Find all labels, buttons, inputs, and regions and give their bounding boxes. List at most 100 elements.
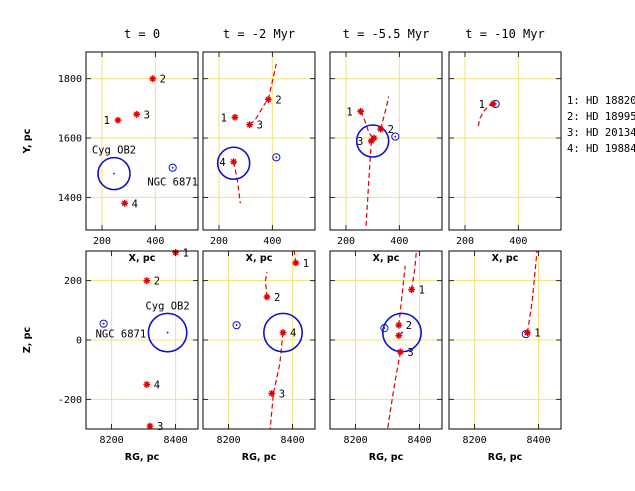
star-label: 1 (183, 247, 189, 259)
ngc-circle (232, 321, 241, 330)
ngc-center-dot (383, 327, 386, 330)
x-axis-label: RG, pc (125, 452, 159, 463)
y-tick-label: 1400 (58, 193, 82, 204)
star-marker (114, 116, 122, 124)
ngc-center-dot (235, 324, 238, 327)
star-label: 3 (279, 388, 285, 400)
star-marker (357, 107, 365, 115)
star-label: 3 (357, 136, 363, 148)
trajectory-track (387, 351, 401, 430)
star-marker (268, 390, 276, 397)
trajectory-track (411, 250, 417, 290)
x-tick-label: 200 (337, 236, 355, 247)
star-label: 2 (154, 276, 160, 288)
x-tick-label: 8400 (281, 435, 305, 446)
trajectory-track (267, 63, 277, 100)
star-marker (524, 329, 531, 336)
ngc-circle (168, 163, 177, 172)
panel-frame (202, 51, 316, 231)
x-axis-label: RG, pc (488, 452, 522, 463)
panel-2-4: 1 8200 8400 RG, pc (448, 250, 562, 463)
x-axis-label: RG, pc (369, 452, 403, 463)
panel-title: t = -5.5 Myr (343, 27, 430, 41)
panel-title: t = -2 Myr (223, 27, 295, 41)
trajectory-track (264, 271, 268, 298)
panel-frame (329, 51, 443, 231)
cluster-center-dot (113, 172, 115, 175)
panel-1-1: Cyg OB2 NGC 6871 1 2 3 4 200 400 1400 1600 1800 X, … (58, 51, 199, 264)
panel-title: t = -10 Myr (465, 27, 544, 41)
star-label: 2 (160, 74, 166, 86)
star-label: 3 (257, 120, 263, 132)
star-marker (263, 293, 271, 301)
cluster-circle (97, 156, 131, 191)
star-marker (121, 199, 129, 207)
x-tick-label: 8400 (527, 435, 551, 446)
ngc-circle (99, 319, 108, 328)
ngc-label: NGC 6871 (96, 329, 147, 341)
star-marker (395, 321, 403, 329)
legend-entry: 3: HD 20134 (567, 127, 635, 139)
star-label: 1 (346, 106, 352, 118)
star-marker (489, 100, 497, 108)
panel-1-4: 1 200 400 X, pc (448, 51, 562, 264)
x-tick-label: 8200 (463, 435, 487, 446)
ngc-center-dot (171, 166, 174, 169)
ngc-circle (391, 132, 400, 141)
x-axis-label: X, pc (492, 253, 519, 264)
x-tick-label: 200 (93, 236, 111, 247)
cluster-label: Cyg OB2 (145, 300, 189, 312)
y-tick-label: 1800 (58, 74, 82, 85)
ngc-center-dot (275, 156, 278, 159)
y-tick-label: 1600 (58, 134, 82, 145)
panel-frame (85, 51, 199, 231)
star-label: 3 (407, 347, 413, 359)
star-label: 1 (534, 328, 540, 340)
x-axis-label: X, pc (246, 253, 273, 264)
star-marker (292, 259, 300, 267)
x-tick-label: 400 (509, 236, 527, 247)
panel-2-3: 1 2 3 8200 8400 RG, pc (329, 250, 443, 463)
ngc-circle (380, 324, 389, 333)
star-marker (367, 137, 375, 145)
cluster-label: Cyg OB2 (92, 145, 136, 157)
trajectory-track (269, 332, 284, 430)
y-axis-label: Z, pc (22, 327, 33, 353)
star-label: 1 (221, 112, 227, 124)
star-label: 2 (406, 320, 412, 332)
legend-entry: 2: HD 18995 (567, 111, 635, 123)
y-tick-label: -200 (58, 395, 82, 406)
star-label: 4 (154, 380, 160, 392)
ngc-label: NGC 6871 (147, 177, 198, 189)
star-label: 1 (104, 115, 110, 127)
x-tick-label: 8400 (408, 435, 432, 446)
y-tick-label: 200 (64, 276, 82, 287)
x-axis-label: X, pc (373, 253, 400, 264)
cluster-circle (147, 312, 188, 353)
x-tick-label: 400 (146, 236, 164, 247)
x-tick-label: 8200 (100, 435, 124, 446)
cluster-center-dot (401, 331, 403, 334)
star-marker (231, 113, 239, 121)
star-label: 2 (274, 292, 280, 304)
panel-1-3: 1 2 3 200 400 X, pc (329, 51, 443, 264)
star-marker (264, 96, 272, 103)
ngc-center-dot (394, 135, 397, 138)
star-marker (146, 422, 154, 430)
panel-2-1: Cyg OB2 NGC 6871 1 2 4 3 8200 8400 -200 0 200 RG, p… (58, 247, 199, 463)
ngc-circle (272, 153, 281, 162)
trajectory-track (233, 161, 241, 204)
trajectory-track (365, 140, 372, 228)
star-marker (149, 75, 157, 83)
legend-entry: 4: HD 19884 (567, 143, 635, 155)
trajectory-track (526, 250, 538, 333)
star-marker (143, 277, 151, 285)
cluster-circle (262, 312, 303, 353)
trajectory-track (249, 102, 267, 126)
x-axis-label: X, pc (129, 253, 156, 264)
star-marker (408, 286, 415, 293)
star-marker (133, 110, 141, 118)
y-tick-label: 0 (76, 336, 82, 347)
panel-title: t = 0 (124, 27, 160, 41)
